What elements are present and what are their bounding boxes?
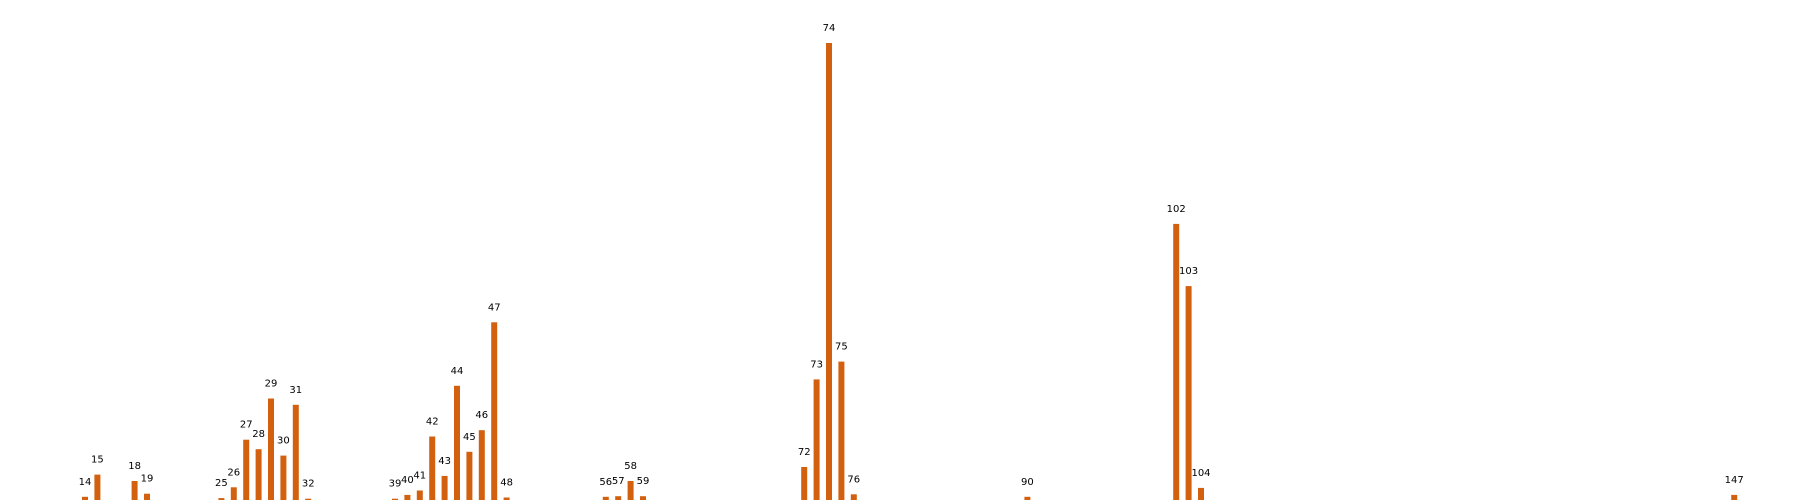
bar-72 [801,467,808,500]
bar-label-56: 56 [599,477,612,488]
bar-75 [838,361,845,500]
bar-102 [1173,223,1180,500]
bar-label-90: 90 [1021,477,1034,488]
bar-label-41: 41 [413,471,426,482]
bars-group [82,43,1738,500]
bar-label-72: 72 [798,447,811,458]
bar-label-43: 43 [438,456,451,467]
bar-label-74: 74 [823,23,836,34]
bar-42 [429,436,436,500]
bar-19 [144,493,150,500]
bar-18 [131,481,138,500]
bar-31 [292,404,299,500]
bar-label-31: 31 [289,385,302,396]
bar-label-30: 30 [277,436,290,447]
bar-label-44: 44 [451,366,464,377]
bar-48 [503,497,510,500]
bar-label-18: 18 [128,461,141,472]
bar-74 [826,43,832,500]
bar-label-102: 102 [1167,204,1186,215]
bar-25 [218,498,225,500]
bar-label-147: 147 [1725,475,1744,486]
bar-label-40: 40 [401,475,414,486]
bar-label-15: 15 [91,455,104,466]
bar-27 [243,439,250,500]
bar-58 [627,481,634,500]
bar-45 [466,451,473,500]
bar-32 [305,498,312,500]
bar-label-57: 57 [612,476,625,487]
bar-147 [1731,494,1738,500]
bar-label-48: 48 [500,478,513,489]
bar-label-58: 58 [624,461,637,472]
bar-label-32: 32 [302,479,315,490]
bar-90 [1024,496,1031,500]
bar-76 [850,494,857,500]
bar-59 [640,496,646,500]
bar-29 [268,398,274,500]
bar-label-28: 28 [252,429,265,440]
bar-label-73: 73 [810,359,823,370]
bar-46 [478,430,485,500]
bar-44 [454,385,460,500]
bar-40 [404,494,411,500]
bar-103 [1185,286,1192,500]
bar-73 [813,379,820,500]
bar-47 [491,322,498,500]
bar-label-59: 59 [637,476,650,487]
bar-label-14: 14 [79,477,92,488]
bar-39 [392,498,398,500]
bar-label-25: 25 [215,478,228,489]
bar-label-27: 27 [240,420,253,431]
bar-104 [1198,487,1204,500]
bar-43 [441,475,448,500]
bar-label-75: 75 [835,342,848,353]
bar-label-46: 46 [475,410,488,421]
bar-30 [280,455,287,500]
bar-26 [230,487,237,500]
bar-14 [82,496,88,500]
bar-label-76: 76 [847,474,860,485]
bar-label-42: 42 [426,417,439,428]
bar-label-47: 47 [488,302,501,313]
bar-label-104: 104 [1191,468,1210,479]
bar-41 [416,490,423,500]
bar-28 [255,449,262,500]
bar-label-26: 26 [227,467,240,478]
bar-label-39: 39 [389,479,402,490]
bar-label-45: 45 [463,432,476,443]
bar-label-29: 29 [265,379,278,390]
bar-15 [94,474,101,500]
bar-57 [615,496,622,500]
bar-56 [602,496,609,500]
bar-label-19: 19 [141,474,154,485]
bar-label-103: 103 [1179,266,1198,277]
